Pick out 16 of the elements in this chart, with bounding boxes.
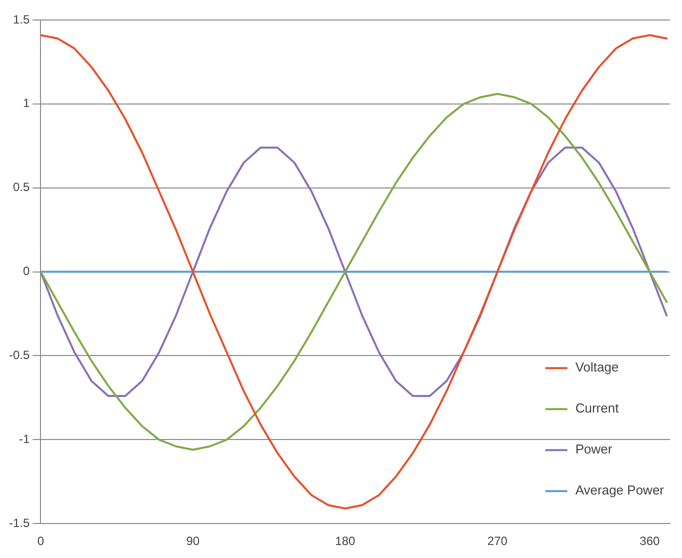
legend-label: Voltage xyxy=(575,360,619,375)
x-tick-label: 180 xyxy=(335,534,356,548)
y-tick-label: 0 xyxy=(22,264,30,278)
legend-label: Current xyxy=(575,400,620,416)
y-tick-label: -1 xyxy=(19,432,30,446)
y-tick-label: 1.5 xyxy=(12,12,30,26)
x-tick-label: 270 xyxy=(487,534,508,548)
x-tick-label: 90 xyxy=(186,534,200,548)
y-tick-label: 1 xyxy=(22,96,30,110)
x-tick-label: 0 xyxy=(37,534,44,548)
x-tick-label: 360 xyxy=(640,534,660,548)
legend-label: Average Power xyxy=(575,482,665,498)
y-tick-label: -0.5 xyxy=(8,348,30,362)
legend-label: Power xyxy=(575,442,613,457)
y-tick-label: 0.5 xyxy=(12,180,30,194)
y-tick-label: -1.5 xyxy=(8,516,30,530)
